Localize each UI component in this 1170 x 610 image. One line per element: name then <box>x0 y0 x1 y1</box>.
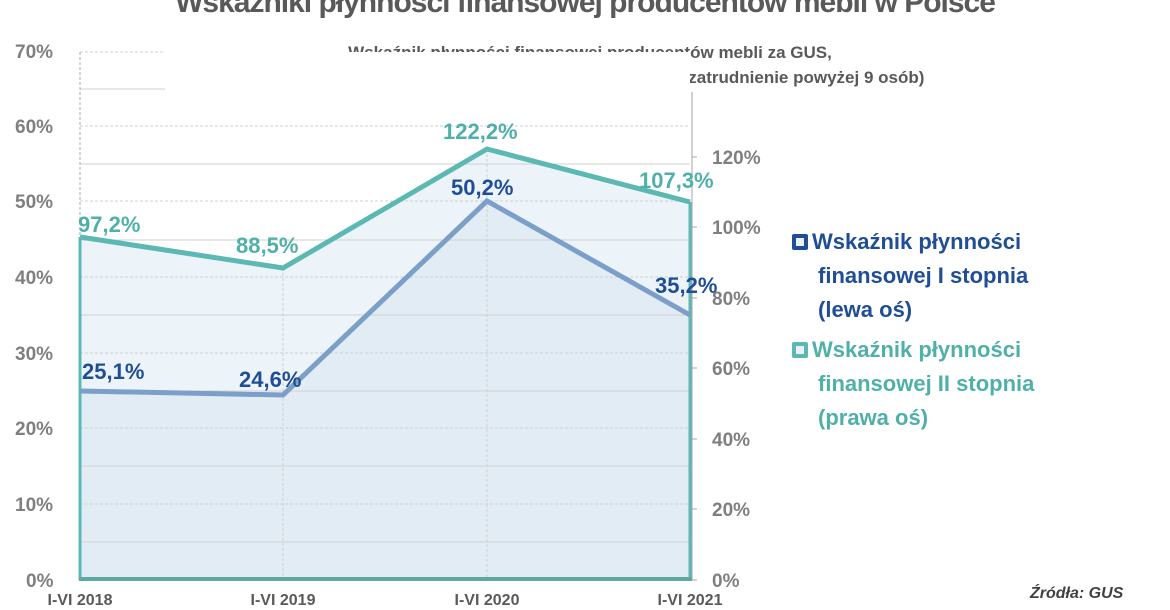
data-label-series1-2: 50,2% <box>451 175 513 200</box>
data-label-series2-0: 97,2% <box>78 212 140 237</box>
x-axis-label: I-VI 2020 <box>454 592 520 609</box>
left-axis-tick: 60% <box>15 117 54 138</box>
series1-line <box>79 197 692 398</box>
legend-marker-series1-icon <box>792 234 808 250</box>
right-axis-tick: 60% <box>712 359 751 380</box>
left-axis-tick: 10% <box>15 495 54 516</box>
x-axis-label: I-VI 2018 <box>47 592 113 609</box>
x-axis-label: I-VI 2019 <box>250 592 316 609</box>
right-axis-tick: 120% <box>712 148 761 169</box>
data-label-series1-1: 24,6% <box>239 367 301 392</box>
left-axis-tick: 70% <box>15 42 54 63</box>
right-axis <box>691 92 697 581</box>
series2-line <box>79 146 691 271</box>
legend-series2-line3: (prawa oś) <box>818 405 929 430</box>
legend-series1-line3: (lewa oś) <box>818 297 913 322</box>
legend-marker-series2-icon <box>792 342 808 358</box>
data-label-series1-0: 25,1% <box>82 359 144 384</box>
legend-series1-line1: Wskaźnik płynności <box>812 229 1022 254</box>
right-axis-tick: 0% <box>712 571 740 592</box>
left-axis-tick: 20% <box>15 419 54 440</box>
source-note: Źródła: GUS <box>1030 585 1124 602</box>
x-axis-label: I-VI 2021 <box>657 592 723 609</box>
right-axis-tick: 100% <box>712 218 761 239</box>
legend-series1-line2: finansowej I stopnia <box>818 263 1029 288</box>
left-axis-tick: 50% <box>15 192 54 213</box>
right-axis-tick: 80% <box>712 289 751 310</box>
data-label-series1-3: 35,2% <box>655 273 717 298</box>
data-label-series2-1: 88,5% <box>236 233 298 258</box>
legend-series2-line1: Wskaźnik płynności <box>812 337 1022 362</box>
legend-item-series1: Wskaźnik płynności finansowej I stopnia … <box>792 225 1028 327</box>
right-axis-tick: 40% <box>712 430 751 451</box>
chart-title: Wskaźniki płynności finansowej producent… <box>175 0 996 19</box>
right-axis-tick: 20% <box>712 500 751 521</box>
legend-item-series2: Wskaźnik płynności finansowej II stopnia… <box>792 333 1034 435</box>
left-axis-tick: 40% <box>15 268 54 289</box>
legend-series2-line2: finansowej II stopnia <box>818 371 1035 396</box>
data-label-series2-2: 122,2% <box>443 119 518 144</box>
left-axis-tick: 0% <box>26 571 54 592</box>
data-label-series2-3: 107,3% <box>639 168 714 193</box>
left-axis-tick: 30% <box>15 344 54 365</box>
